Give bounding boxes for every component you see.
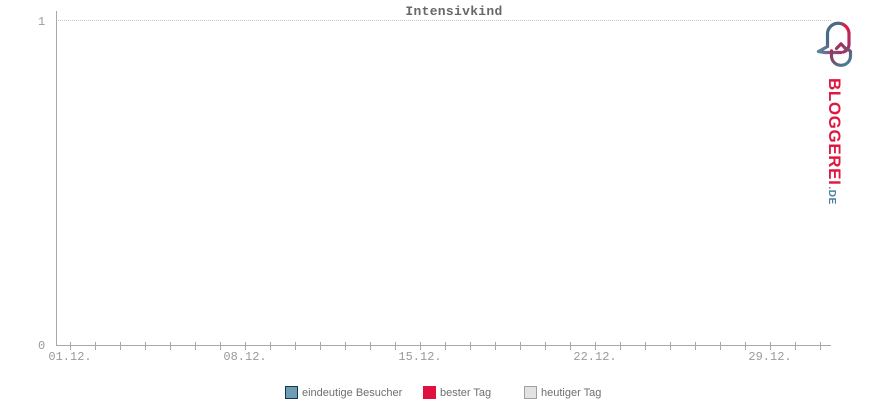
svg-text:BLOGGEREI.DE: BLOGGEREI.DE <box>825 78 842 205</box>
